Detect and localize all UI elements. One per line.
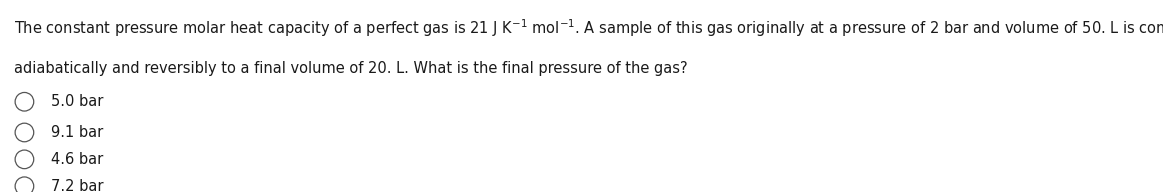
- Text: 7.2 bar: 7.2 bar: [51, 179, 104, 192]
- Text: 9.1 bar: 9.1 bar: [51, 125, 104, 140]
- Text: 4.6 bar: 4.6 bar: [51, 152, 104, 167]
- Text: 5.0 bar: 5.0 bar: [51, 94, 104, 109]
- Text: The constant pressure molar heat capacity of a perfect gas is 21 J K$^{-1}$ mol$: The constant pressure molar heat capacit…: [14, 17, 1163, 39]
- Text: adiabatically and reversibly to a final volume of 20. L. What is the final press: adiabatically and reversibly to a final …: [14, 61, 687, 76]
